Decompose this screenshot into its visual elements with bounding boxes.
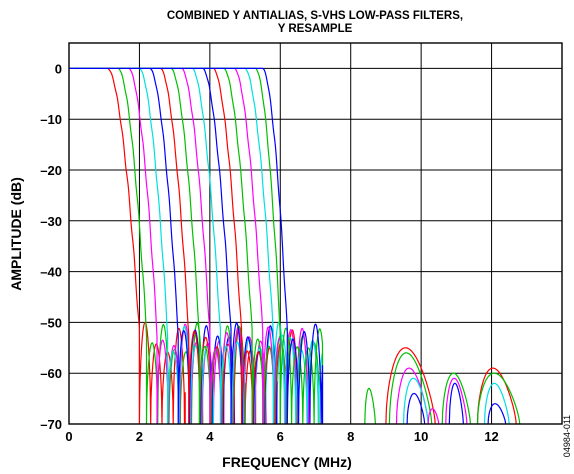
y-tick-label: –20 [40, 163, 62, 178]
sidelobe-line [476, 367, 517, 425]
sidelobe-line [441, 372, 471, 425]
sidelobe-line [448, 382, 464, 425]
x-tick-label: 10 [414, 429, 428, 444]
figure-id: 04984-011 [562, 415, 572, 457]
y-tick-label: –60 [40, 366, 62, 381]
x-tick-label: 6 [277, 429, 284, 444]
x-axis-label: FREQUENCY (MHz) [222, 454, 352, 470]
y-axis-label: AMPLITUDE (dB) [8, 177, 24, 291]
sidelobe-line [385, 347, 436, 425]
chart-title-line-2: Y RESAMPLE [278, 23, 353, 35]
x-tick-label: 8 [347, 429, 354, 444]
series-group [69, 67, 521, 425]
y-tick-label: –70 [40, 417, 62, 432]
sidelobe-line [427, 408, 440, 425]
grid [68, 43, 563, 425]
x-tick-label: 12 [484, 429, 498, 444]
sidelobe-line [445, 377, 468, 425]
sidelobe-line [388, 352, 433, 425]
y-tick-label: –40 [40, 265, 62, 280]
sidelobe-line [487, 403, 507, 425]
x-tick-labels: 0 2 4 6 8 10 12 [65, 429, 498, 444]
filter-response-line [69, 67, 324, 425]
y-tick-label: 0 [55, 61, 62, 76]
y-tick-labels: 0 –10 –20 –30 –40 –50 –60 –70 [40, 61, 62, 432]
y-tick-label: –30 [40, 214, 62, 229]
chart-title-line-1: COMBINED Y ANTIALIAS, S-VHS LOW-PASS FIL… [167, 10, 463, 22]
sidelobe-line [483, 382, 510, 425]
x-tick-label: 0 [65, 429, 72, 444]
sidelobe-line [402, 377, 429, 425]
sidelobe-line [476, 372, 521, 425]
y-tick-label: –50 [40, 315, 62, 330]
sidelobe-line [406, 392, 426, 425]
x-tick-label: 4 [206, 429, 214, 444]
sidelobe-line [364, 387, 376, 425]
y-tick-label: –10 [40, 112, 62, 127]
plot-frame [68, 42, 563, 425]
x-tick-label: 2 [136, 429, 143, 444]
